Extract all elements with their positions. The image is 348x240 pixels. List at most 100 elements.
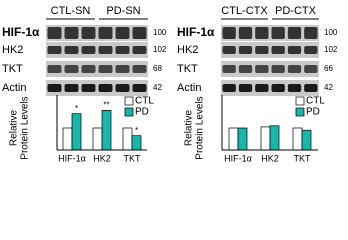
x-tick-label: HIF-1α	[58, 153, 86, 163]
bar	[260, 126, 271, 151]
blot-band	[238, 84, 253, 92]
bar	[292, 127, 303, 151]
blot-band	[304, 46, 318, 54]
blot-band	[132, 27, 147, 39]
bar	[101, 110, 112, 151]
blot-band	[98, 46, 113, 54]
blot-band	[132, 65, 147, 73]
row-label: HK2	[177, 44, 198, 56]
blot-band	[47, 65, 62, 73]
mw-label: 66	[324, 64, 333, 73]
blot-band	[238, 27, 253, 39]
blot-band	[98, 27, 113, 39]
row-label: HIF-1α	[177, 25, 215, 39]
bar	[131, 135, 142, 151]
blot-band	[304, 27, 318, 39]
blot-band	[64, 46, 79, 54]
row-label: TKT	[177, 63, 198, 75]
blot-band	[287, 27, 302, 39]
blot-band	[222, 27, 236, 39]
mw-label: 100	[153, 28, 167, 37]
legend-swatch	[124, 96, 134, 106]
blot-band	[238, 46, 253, 54]
mw-label: 102	[153, 45, 167, 54]
y-axis-label: Protein Levels	[20, 96, 31, 159]
x-tick-label: HIF-1α	[224, 153, 252, 163]
blot-band	[271, 46, 285, 54]
group-label: PD-CTX	[275, 5, 317, 17]
blot-band	[287, 46, 302, 54]
y-axis-label: Relative	[184, 110, 195, 147]
significance-label: **	[103, 101, 109, 110]
figure: CTL-SN PD-SN HIF-1α 100 HK2 102 TKT 68 Actin 42 CT…	[2, 5, 338, 163]
blot-band	[115, 27, 130, 39]
x-tick-label: TKT	[294, 153, 312, 163]
group-label: CTL-CTX	[221, 5, 268, 17]
row-label: TKT	[2, 63, 23, 75]
blot-band	[64, 27, 79, 39]
bar	[71, 113, 82, 151]
legend-label: PD	[306, 107, 320, 118]
blot-band	[304, 84, 318, 92]
mw-label: 68	[153, 64, 162, 73]
blot-band	[271, 65, 285, 73]
mw-label: 42	[324, 83, 333, 92]
blot-band	[255, 65, 269, 73]
blot-band	[222, 65, 236, 73]
blot-band	[64, 65, 79, 73]
blot-band	[115, 84, 130, 92]
group-label: CTL-SN	[51, 5, 91, 17]
mw-label: 100	[324, 28, 338, 37]
bar	[237, 127, 248, 151]
legend-label: CTL	[306, 96, 325, 107]
legend-label: CTL	[135, 96, 154, 107]
blot-band	[115, 46, 130, 54]
significance-label: *	[75, 104, 78, 113]
bar	[122, 127, 133, 151]
blot-band	[47, 46, 62, 54]
legend-label: PD	[135, 107, 149, 118]
row-label: HK2	[2, 44, 23, 56]
blot-band	[81, 27, 96, 39]
legend-swatch	[295, 96, 305, 106]
blot-band	[81, 84, 96, 92]
blot-band	[81, 46, 96, 54]
x-tick-label: HK2	[93, 153, 111, 163]
blot-band	[81, 65, 96, 73]
row-label: Actin	[2, 82, 26, 94]
blot-band	[255, 46, 269, 54]
bar	[228, 127, 239, 151]
blot-band	[271, 84, 285, 92]
blot-band	[132, 46, 147, 54]
bar	[301, 129, 312, 151]
mw-label: 42	[153, 83, 162, 92]
row-label: HIF-1α	[2, 25, 40, 39]
blot-band	[115, 65, 130, 73]
bar	[92, 127, 103, 151]
blot-band	[271, 27, 285, 39]
x-tick-label: TKT	[124, 153, 142, 163]
mw-label: 102	[324, 45, 338, 54]
blot-band	[287, 84, 302, 92]
group-label: PD-SN	[106, 5, 140, 17]
blot-band	[98, 65, 113, 73]
bar	[269, 125, 280, 151]
row-label: Actin	[177, 82, 201, 94]
blot-band	[222, 46, 236, 54]
y-axis-label: Relative	[9, 110, 20, 147]
blot-band	[255, 84, 269, 92]
blot-band	[238, 65, 253, 73]
blot-band	[98, 84, 113, 92]
blot-band	[47, 84, 62, 92]
significance-label: *	[135, 126, 138, 135]
y-axis-label: Protein Levels	[195, 96, 206, 159]
blot-band	[132, 84, 147, 92]
blot-band	[304, 65, 318, 73]
blot-band	[255, 27, 269, 39]
blot-band	[47, 27, 62, 39]
blot-band	[222, 84, 236, 92]
x-tick-label: HK2	[261, 153, 279, 163]
legend-swatch	[295, 107, 305, 117]
blot-band	[287, 65, 302, 73]
blot-band	[64, 84, 79, 92]
